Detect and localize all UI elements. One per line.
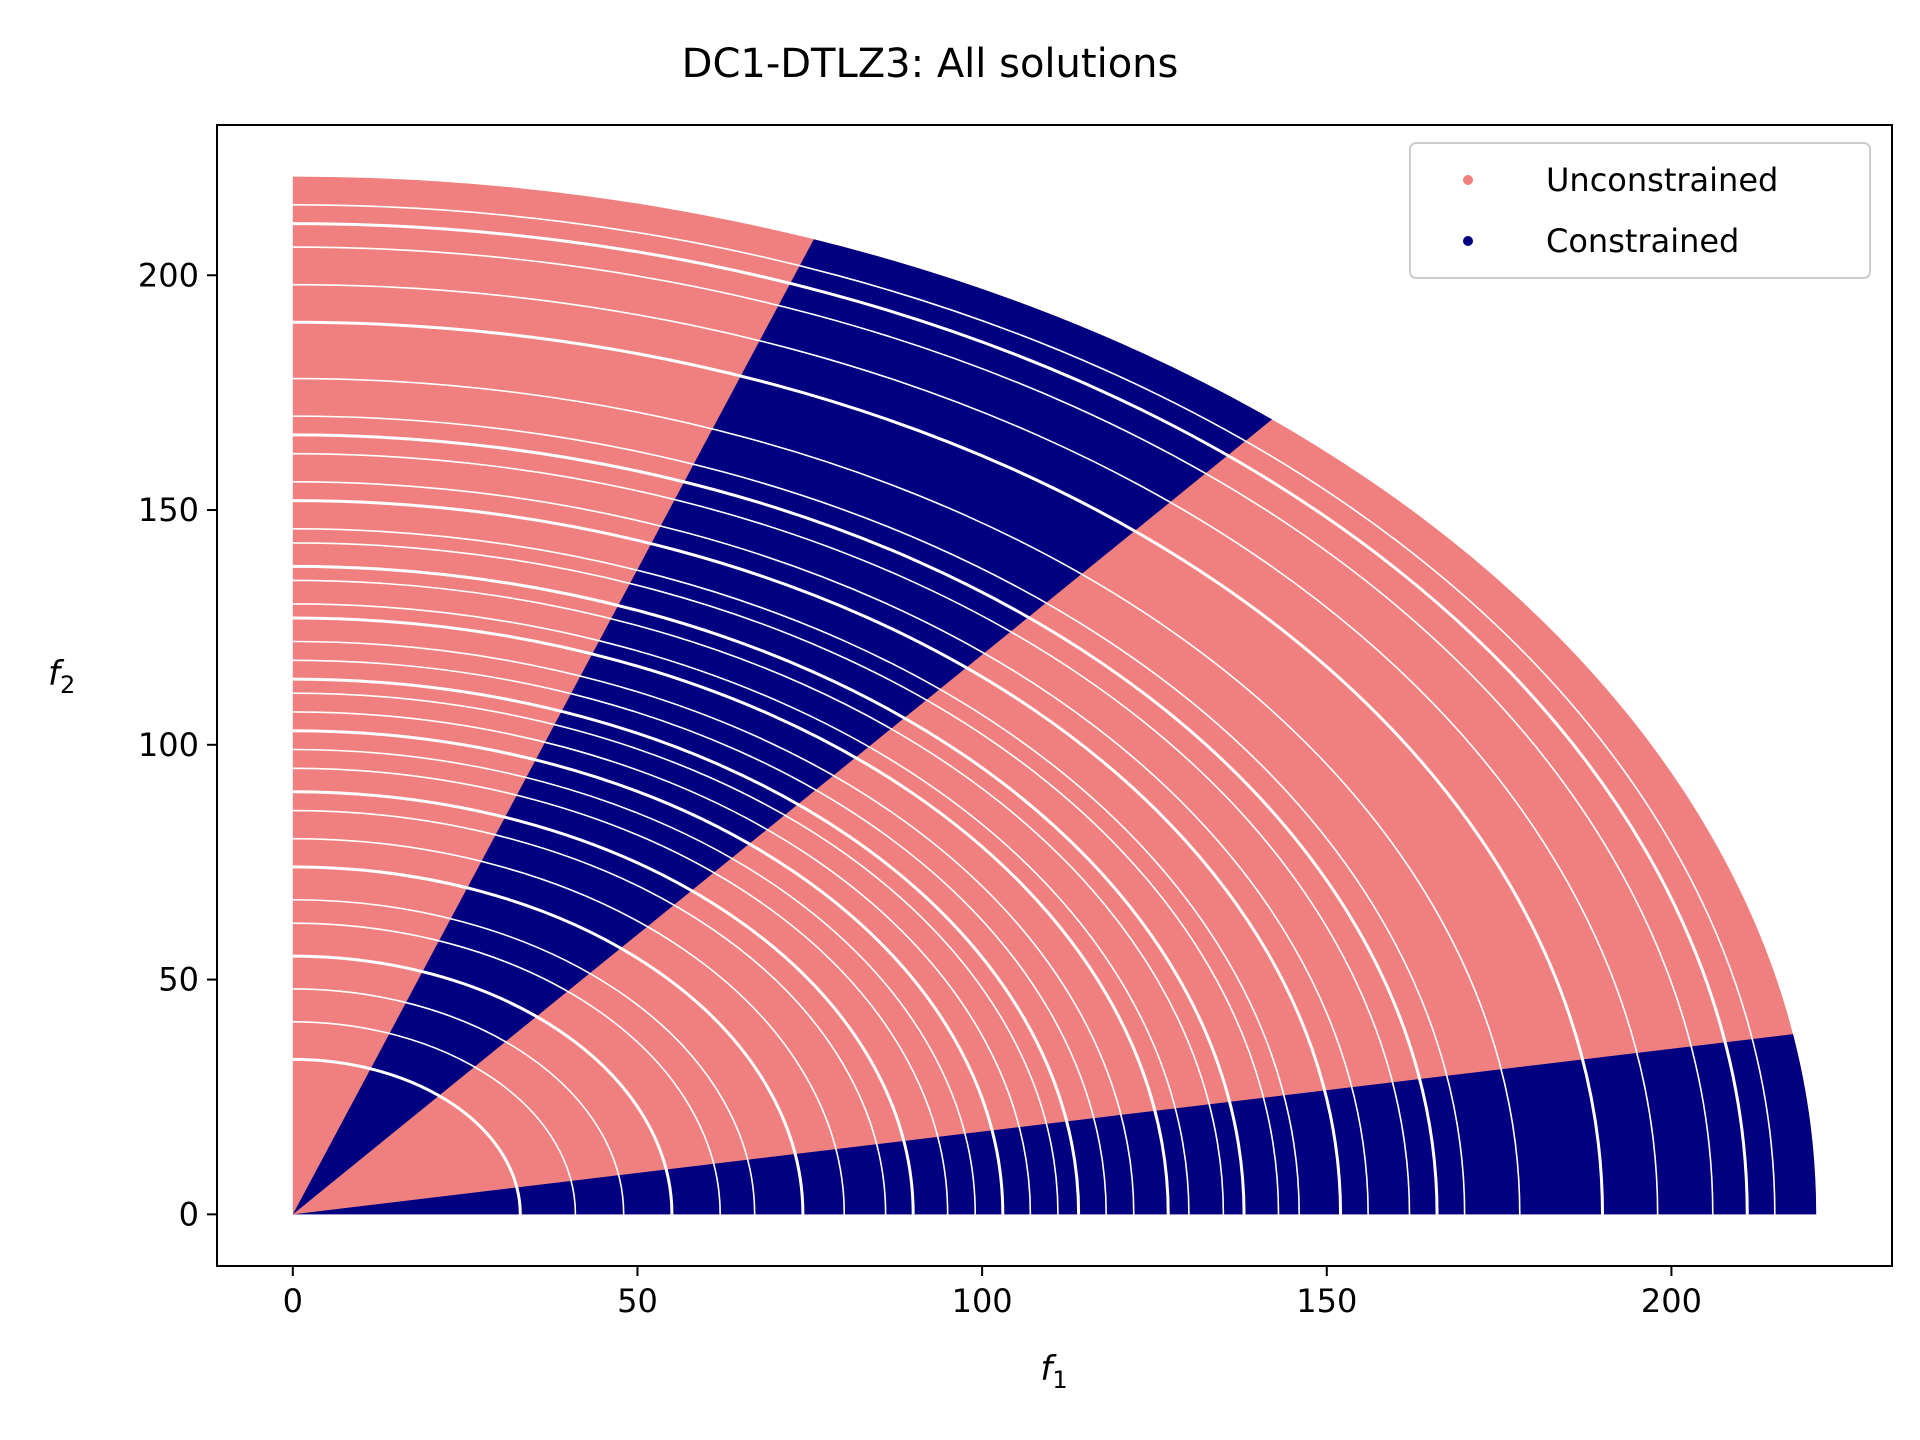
- gap-arc: [292, 499, 1343, 1215]
- legend-marker-unconstrained: [1463, 175, 1473, 185]
- y-axis-label: f2: [48, 654, 75, 699]
- gap-arc: [292, 640, 1135, 1215]
- chart-title: DC1-DTLZ3: All solutions: [682, 41, 1179, 87]
- y-tick-label: 200: [138, 256, 199, 294]
- gap-arc: [292, 659, 1107, 1215]
- gap-arc: [292, 729, 1005, 1215]
- region-constrained-wedge-1: [292, 239, 1273, 1215]
- gap-arc: [292, 748, 977, 1215]
- gap-arc: [292, 603, 1190, 1215]
- gap-arc: [292, 1021, 577, 1215]
- x-tick-label: 200: [1641, 1282, 1702, 1320]
- legend-marker-constrained: [1463, 236, 1473, 246]
- gap-arc: [292, 790, 915, 1215]
- gap-arc: [292, 711, 1032, 1215]
- gap-arc: [292, 988, 625, 1215]
- legend-label-unconstrained: Unconstrained: [1546, 161, 1778, 199]
- gap-arc: [292, 481, 1369, 1215]
- gap-arc: [292, 452, 1411, 1215]
- gap-arc: [292, 954, 674, 1215]
- legend: Unconstrained Constrained: [1409, 142, 1871, 279]
- x-axis-label: f1: [1040, 1349, 1067, 1394]
- gap-arc: [292, 837, 846, 1215]
- x-axis: 0 50 100 150 200: [283, 1266, 1702, 1320]
- gap-arc: [292, 616, 1170, 1215]
- x-tick-label: 150: [1296, 1282, 1357, 1320]
- gap-arc: [292, 865, 805, 1215]
- gap-arc: [292, 377, 1521, 1215]
- y-tick-label: 100: [138, 726, 199, 764]
- gap-arc: [292, 564, 1246, 1215]
- region-unconstrained: [292, 176, 1817, 1215]
- gap-arc: [292, 692, 1059, 1215]
- gap-arc: [292, 246, 1714, 1215]
- gap-arc: [292, 283, 1659, 1215]
- gap-arc: [292, 415, 1466, 1215]
- y-tick-label: 0: [179, 1195, 199, 1233]
- legend-label-constrained: Constrained: [1546, 222, 1739, 260]
- gap-arc: [292, 579, 1225, 1215]
- plot-area: [292, 176, 1817, 1215]
- gap-arc: [292, 809, 887, 1215]
- gap-arc: [292, 898, 756, 1215]
- gap-arc: [292, 677, 1081, 1215]
- gap-arc: [292, 767, 949, 1215]
- x-tick-label: 100: [952, 1282, 1013, 1320]
- x-tick-label: 50: [617, 1282, 658, 1320]
- gap-arc: [292, 222, 1749, 1215]
- legend-box: [1409, 142, 1871, 279]
- y-axis: 0 50 100 150 200: [138, 256, 217, 1233]
- gap-arc: [292, 320, 1604, 1215]
- y-tick-label: 150: [138, 491, 199, 529]
- gap-arc: [292, 922, 721, 1215]
- gap-arc: [292, 528, 1300, 1215]
- gap-arcs: [292, 204, 1776, 1215]
- gap-arc: [292, 204, 1776, 1215]
- y-tick-label: 50: [158, 961, 199, 999]
- x-tick-label: 0: [283, 1282, 303, 1320]
- gap-arc: [292, 1057, 522, 1215]
- plot-frame: [216, 124, 1893, 1267]
- gap-arc: [292, 542, 1280, 1215]
- gap-arc: [292, 433, 1439, 1215]
